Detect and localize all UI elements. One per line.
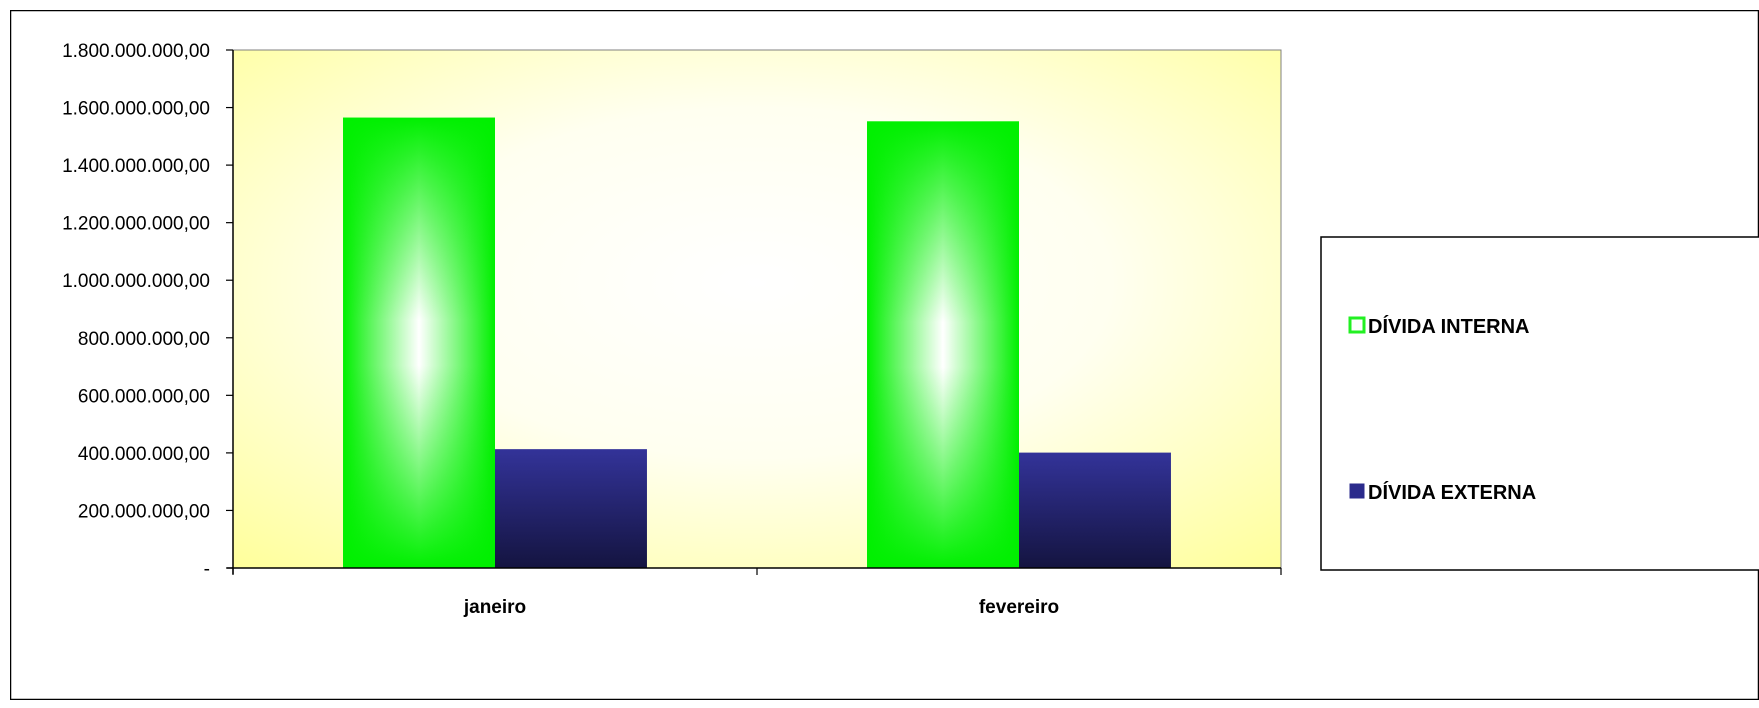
y-tick-label: 1.400.000.000,00 [62,156,210,177]
legend-label-divida-interna: DÍVIDA INTERNA [1368,315,1529,338]
y-tick-label: 1.800.000.000,00 [62,41,210,62]
legend-swatch-divida-interna [1348,316,1366,334]
y-tick-label: - [204,559,210,580]
legend: DÍVIDA INTERNA DÍVIDA EXTERNA [1320,236,1759,571]
axes-group [227,50,1281,574]
y-tick-label: 1.600.000.000,00 [62,99,210,120]
y-tick-label: 1.200.000.000,00 [62,214,210,235]
legend-box [1320,236,1759,571]
x-axis-ticks: janeiro fevereiro [232,568,1282,618]
y-tick-label: 200.000.000,00 [78,501,210,522]
y-axis-ticks: - 200.000.000,00 400.000.000,00 600.000.000… [62,41,233,580]
bar-chart: - 200.000.000,00 400.000.000,00 600.000.000… [10,10,1759,700]
bar-divida-externa [495,449,647,568]
bar-divida-interna-shade [867,121,1019,568]
y-tick-label: 600.000.000,00 [78,386,210,407]
y-tick-label: 1.000.000.000,00 [62,271,210,292]
bar-divida-interna-shade [343,117,495,568]
legend-swatch-divida-externa [1349,483,1365,499]
y-tick-label: 400.000.000,00 [78,444,210,465]
x-category-label: janeiro [463,597,526,618]
bar-divida-externa [1019,452,1171,568]
bars-group [343,117,1171,568]
chart-container: - 200.000.000,00 400.000.000,00 600.000.000… [10,10,1759,700]
x-category-label: fevereiro [979,597,1059,618]
y-tick-label: 800.000.000,00 [78,329,210,350]
legend-label-divida-externa: DÍVIDA EXTERNA [1368,481,1536,504]
